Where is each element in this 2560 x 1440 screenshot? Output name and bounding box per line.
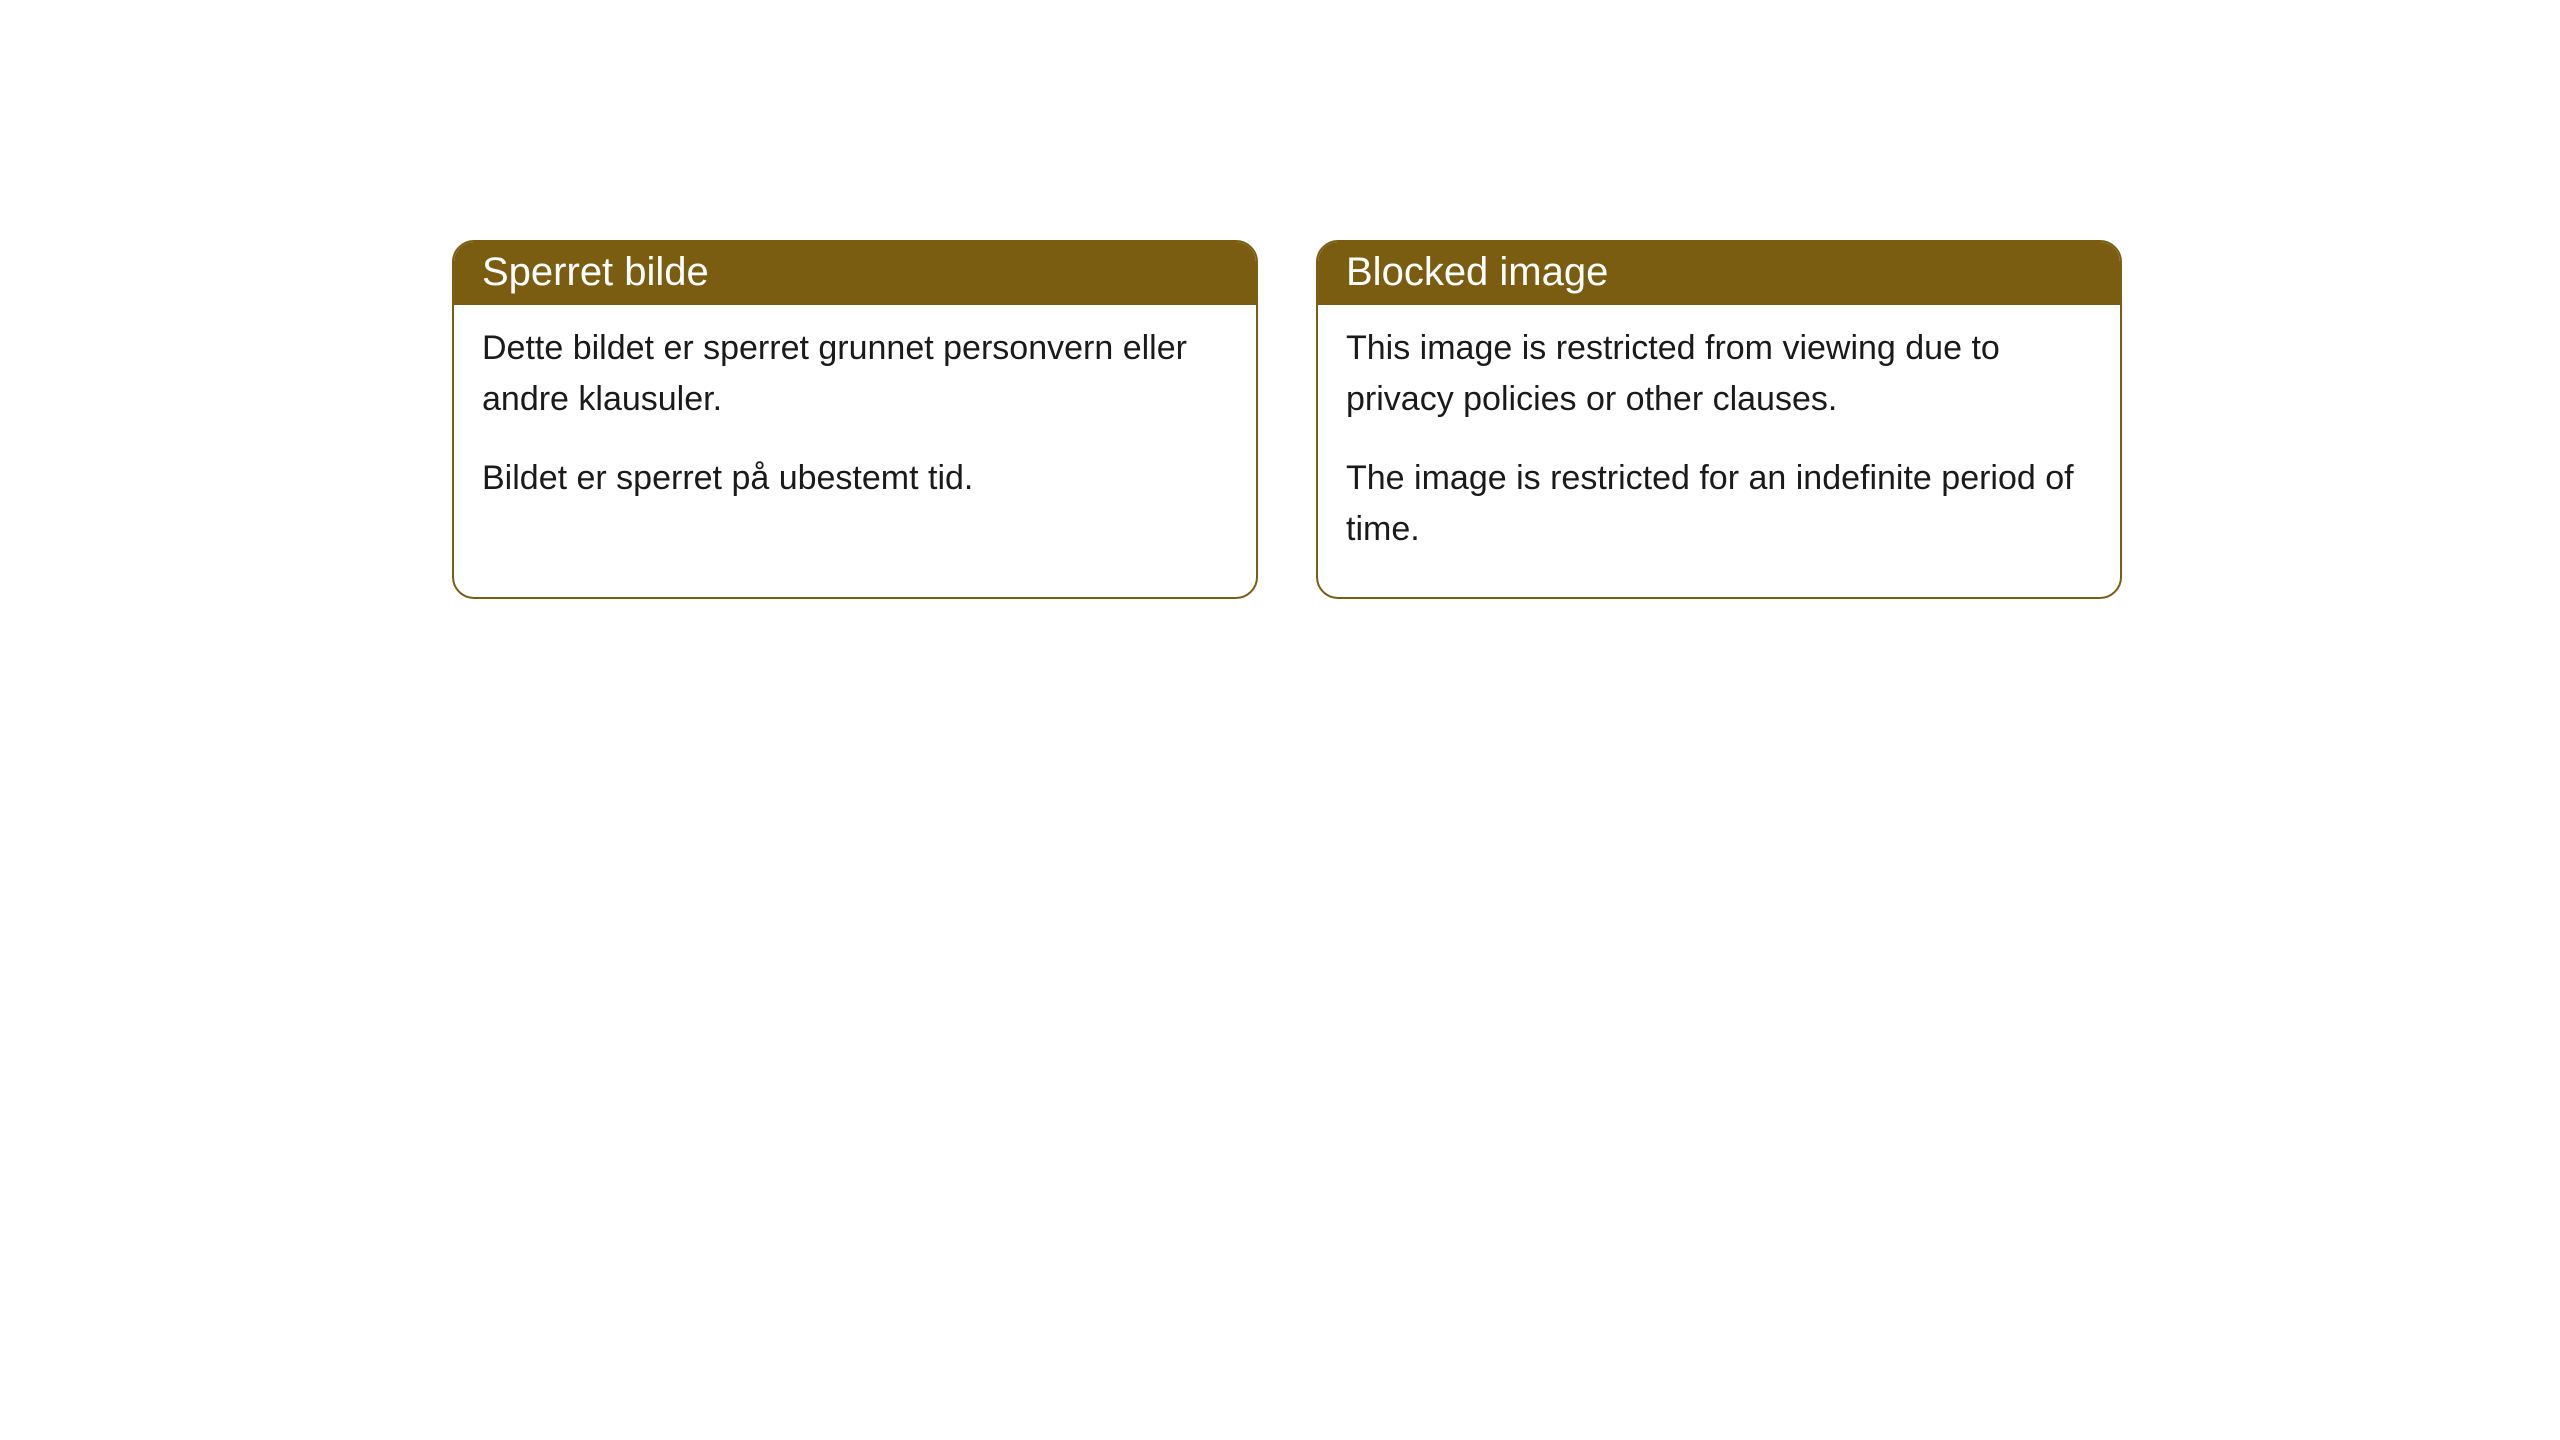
card-body: Dette bildet er sperret grunnet personve…: [454, 305, 1256, 546]
notice-card-norwegian: Sperret bilde Dette bildet er sperret gr…: [452, 240, 1258, 599]
card-text-2: The image is restricted for an indefinit…: [1346, 453, 2092, 555]
card-body: This image is restricted from viewing du…: [1318, 305, 2120, 597]
card-header: Blocked image: [1318, 242, 2120, 305]
card-text-2: Bildet er sperret på ubestemt tid.: [482, 453, 1228, 504]
card-header: Sperret bilde: [454, 242, 1256, 305]
card-title: Blocked image: [1346, 250, 1608, 294]
card-text-1: This image is restricted from viewing du…: [1346, 323, 2092, 425]
notice-card-english: Blocked image This image is restricted f…: [1316, 240, 2122, 599]
notice-container: Sperret bilde Dette bildet er sperret gr…: [0, 0, 2560, 599]
card-title: Sperret bilde: [482, 250, 709, 294]
card-text-1: Dette bildet er sperret grunnet personve…: [482, 323, 1228, 425]
